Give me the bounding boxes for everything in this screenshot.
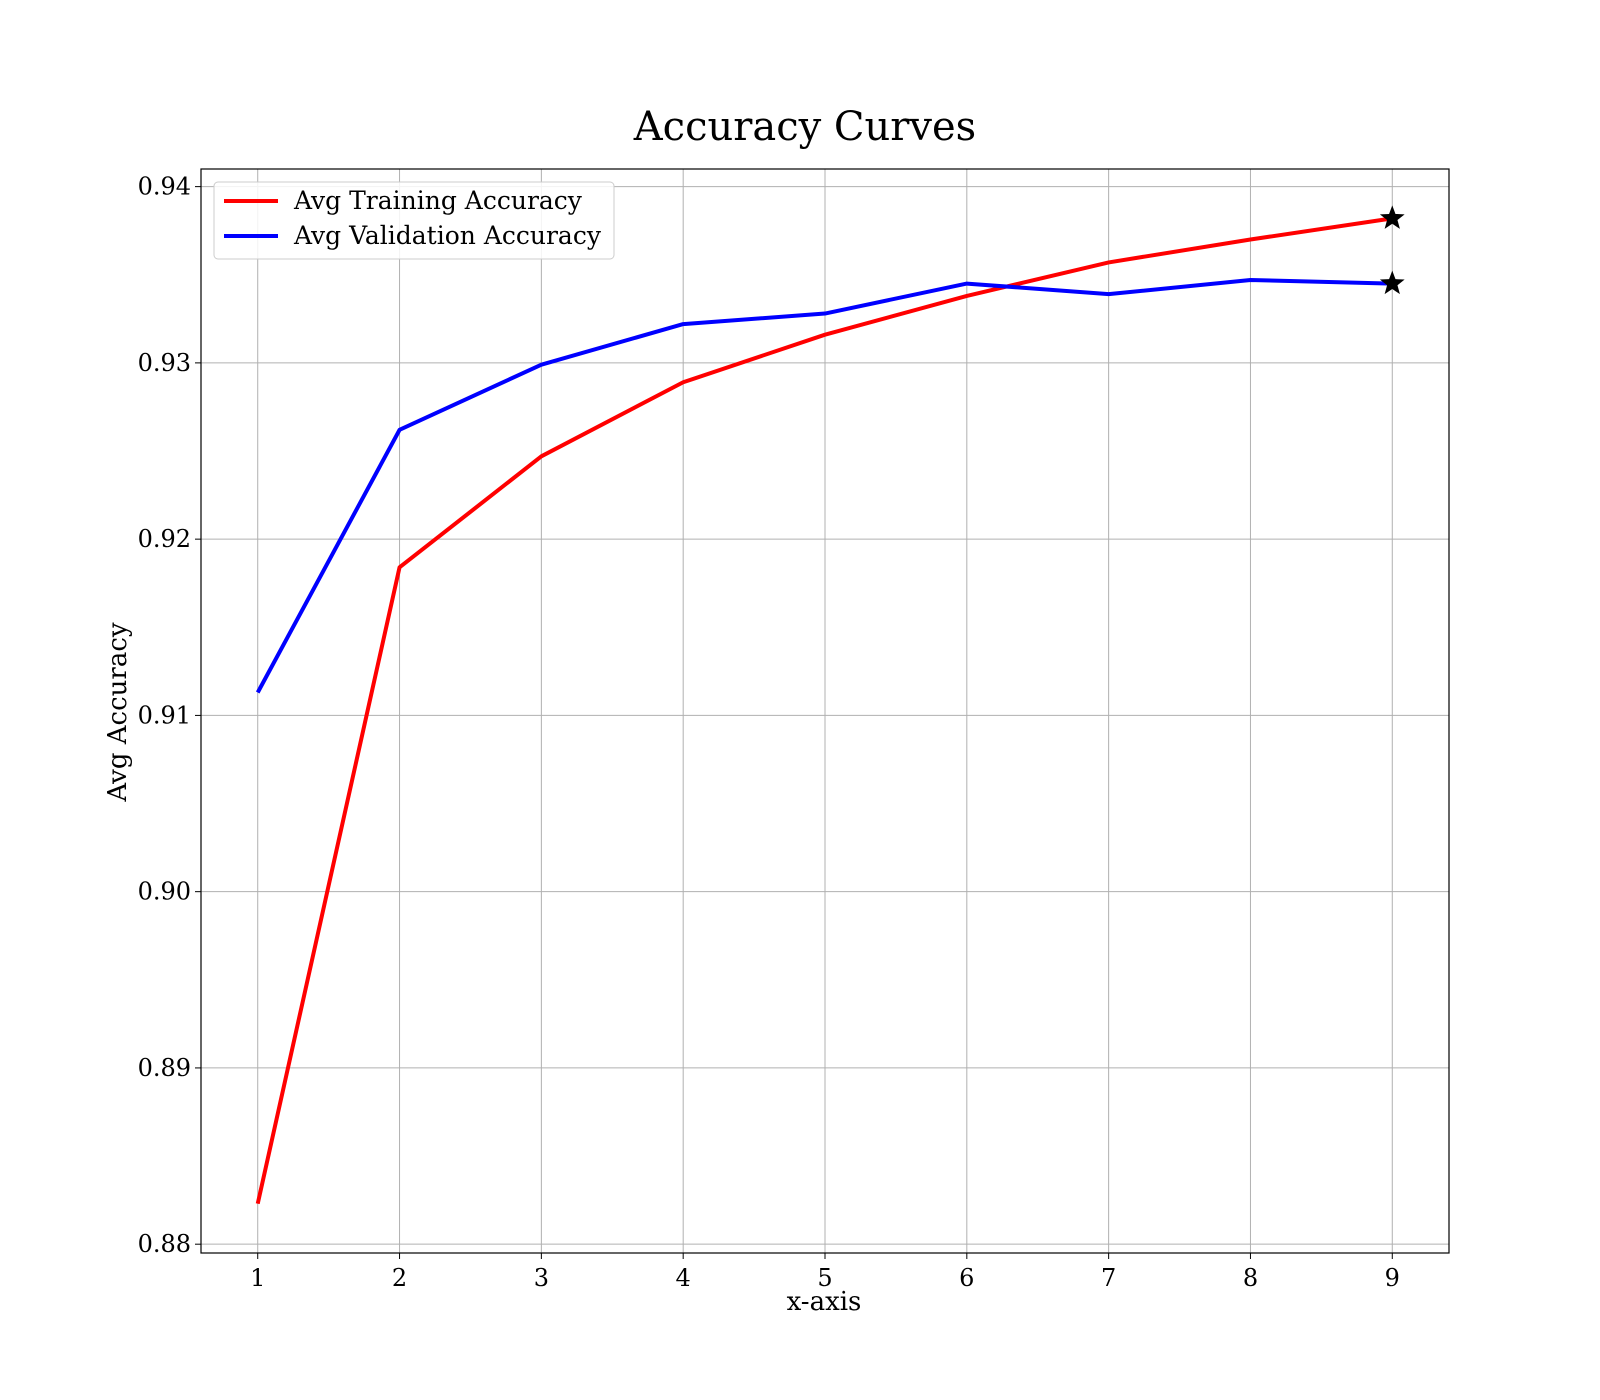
x-tick-label: 4 [676, 1264, 691, 1292]
x-tick-label: 5 [817, 1264, 832, 1292]
axis-ticks: 1 2 3 4 5 6 7 8 9 0.88 0.89 0.90 0.91 0.92 0.93 0.94 [138, 173, 1400, 1292]
series-line-training [255, 216, 1393, 1205]
star-markers [1379, 205, 1405, 295]
y-tick-label: 0.91 [138, 701, 191, 729]
y-tick-label: 0.88 [138, 1230, 191, 1258]
series-lines [255, 216, 1393, 1205]
x-tick-label: 8 [1243, 1264, 1258, 1292]
star-marker [1379, 205, 1405, 229]
y-tick-label: 0.94 [138, 173, 191, 201]
y-tick-label: 0.90 [138, 878, 191, 906]
legend: Avg Training Accuracy Avg Validation Accu… [213, 181, 615, 260]
y-axis-label: Avg Accuracy [103, 622, 133, 802]
y-tick-label: 0.89 [138, 1054, 191, 1082]
x-tick-label: 3 [534, 1264, 549, 1292]
legend-label: Avg Validation Accuracy [293, 221, 602, 250]
x-tick-label: 7 [1101, 1264, 1116, 1292]
chart-title: Accuracy Curves [633, 104, 976, 150]
y-tick-label: 0.93 [138, 349, 191, 377]
x-tick-label: 1 [250, 1264, 265, 1292]
grid-lines [201, 169, 1449, 1253]
series-line-validation [255, 278, 1393, 694]
y-tick-label: 0.92 [138, 525, 191, 553]
legend-label: Avg Training Accuracy [293, 186, 583, 215]
star-marker [1379, 270, 1405, 295]
x-axis-label: x-axis [787, 1287, 862, 1317]
x-tick-label: 2 [392, 1264, 407, 1292]
x-tick-label: 9 [1385, 1264, 1400, 1292]
legend-box [213, 181, 615, 260]
x-tick-label: 6 [959, 1264, 974, 1292]
